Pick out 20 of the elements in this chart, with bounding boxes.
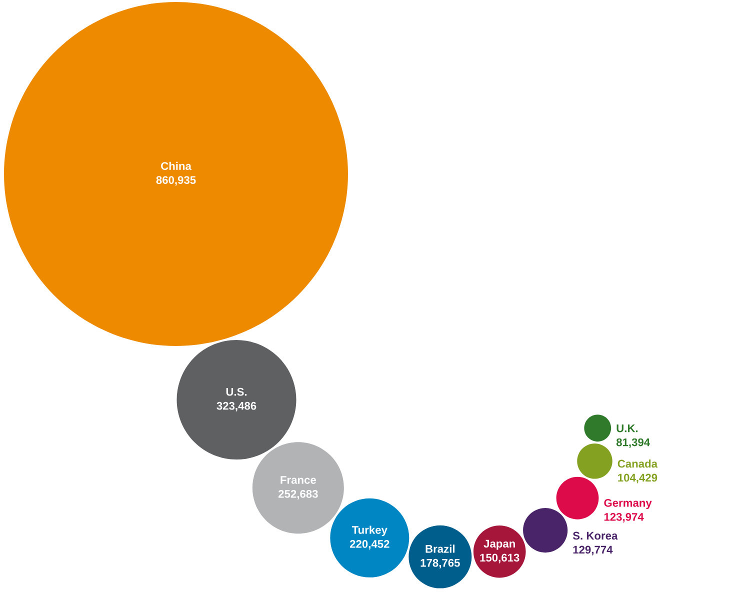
category-label: Germany [604, 498, 652, 510]
data-label: 220,452 [350, 540, 390, 550]
data-label: 81,394 [616, 438, 650, 448]
category-label: U.S. [226, 388, 247, 396]
data-label: 150,613 [480, 554, 520, 564]
data-label: 252,683 [278, 490, 318, 500]
category-label: Brazil [426, 544, 454, 553]
category-label: Turkey [352, 526, 388, 536]
category-label: Canada [618, 460, 658, 468]
data-label: 860,935 [156, 176, 196, 186]
category-label: Japan [484, 540, 515, 550]
category-label: China [161, 162, 192, 170]
data-label: 123,974 [604, 512, 644, 522]
category-label: S. Korea [572, 532, 618, 540]
category-label: France [280, 476, 316, 484]
data-label: 178,765 [420, 558, 460, 568]
data-label: 104,429 [618, 474, 658, 484]
data-label: 129,774 [573, 546, 613, 556]
data-label: 323,486 [216, 402, 256, 412]
category-label: U.K. [616, 424, 638, 432]
